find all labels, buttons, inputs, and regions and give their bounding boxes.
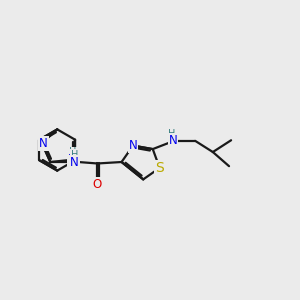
- Text: H: H: [168, 129, 175, 139]
- Text: H: H: [69, 148, 76, 158]
- Text: N: N: [39, 137, 48, 150]
- Text: H: H: [71, 150, 78, 160]
- Text: N: N: [129, 139, 137, 152]
- Text: O: O: [93, 178, 102, 190]
- Text: S: S: [155, 161, 164, 175]
- Text: N: N: [169, 134, 178, 147]
- Text: N: N: [70, 155, 79, 169]
- Text: N: N: [68, 153, 77, 167]
